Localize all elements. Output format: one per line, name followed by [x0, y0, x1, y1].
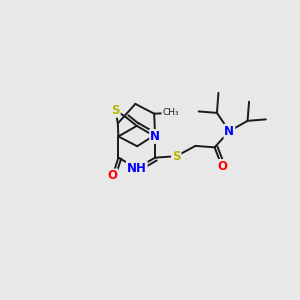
Text: S: S [111, 104, 120, 117]
Text: O: O [217, 160, 227, 173]
Text: N: N [150, 130, 160, 143]
Text: CH₃: CH₃ [162, 109, 179, 118]
Text: NH: NH [127, 162, 147, 175]
Text: N: N [224, 125, 234, 138]
Text: O: O [107, 169, 118, 182]
Text: S: S [172, 150, 181, 163]
